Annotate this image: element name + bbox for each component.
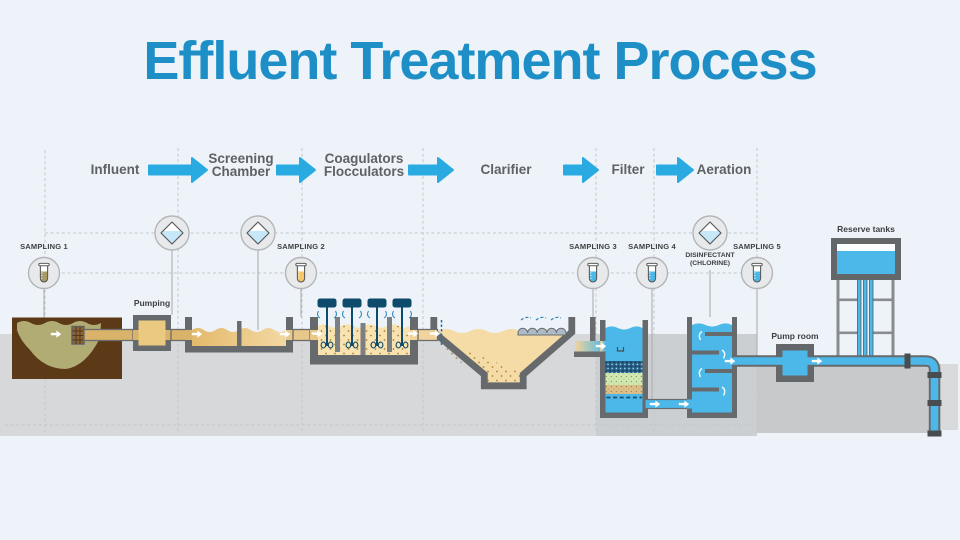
underdrain-mark bbox=[616, 347, 625, 352]
sampling-1-label: SAMPLING 1 bbox=[20, 242, 68, 251]
sampling-3-icon bbox=[576, 256, 610, 290]
stage-label-influent: Influent bbox=[90, 162, 140, 177]
stage-label-aeration: Aeration bbox=[696, 162, 752, 177]
intake-pipe bbox=[83, 328, 134, 342]
pump-room-label: Pump room bbox=[771, 331, 819, 341]
disinfectant-beaker-icon bbox=[692, 215, 728, 251]
screening-chamber bbox=[185, 317, 311, 353]
clarifier-outlet-channel bbox=[574, 317, 606, 357]
sampling-1-icon bbox=[27, 256, 61, 290]
filter-media-layers bbox=[605, 361, 643, 399]
intake-screen-grate bbox=[71, 325, 85, 345]
stage-label-screening: Screening Chamber bbox=[208, 151, 274, 179]
scum-baffle bbox=[517, 316, 567, 336]
reserve-tanks-label: Reserve tanks bbox=[837, 224, 895, 234]
influent-pond bbox=[12, 317, 134, 379]
aeration-baffles bbox=[692, 332, 732, 392]
pump-room bbox=[776, 344, 814, 382]
sampling-2-label: SAMPLING 2 bbox=[277, 242, 325, 251]
screen-baffle bbox=[237, 321, 242, 346]
effluent-pipe bbox=[732, 353, 942, 437]
sampling-connectors bbox=[43, 250, 758, 400]
sampling-4-label: SAMPLING 4 bbox=[628, 242, 676, 251]
sampling-5-label: SAMPLING 5 bbox=[733, 242, 781, 251]
pumping-station bbox=[133, 315, 187, 351]
stage-label-coagulators: Coagulators Flocculators bbox=[323, 151, 405, 179]
sampling-4-icon bbox=[635, 256, 669, 290]
stage-label-clarifier: Clarifier bbox=[480, 162, 532, 177]
reserve-tank-tower bbox=[831, 238, 901, 364]
sampling-3-label: SAMPLING 3 bbox=[569, 242, 617, 251]
pumping-label: Pumping bbox=[133, 298, 171, 308]
stage-label-filter: Filter bbox=[611, 162, 645, 177]
disinfectant-label: DISINFECTANT (CHLORINE) bbox=[685, 252, 735, 267]
sampling-5-icon bbox=[740, 256, 774, 290]
filter-tank bbox=[600, 320, 691, 418]
sampling-2-icon bbox=[284, 256, 318, 290]
aeration-tank bbox=[687, 317, 737, 418]
clarifier-tank bbox=[417, 316, 606, 390]
sampling-icons bbox=[27, 215, 774, 290]
page-title: Effluent Treatment Process bbox=[143, 31, 817, 91]
dosing-beaker-icon bbox=[240, 215, 276, 251]
dosing-beaker-icon bbox=[154, 215, 190, 251]
coagulation-flocculation-tank bbox=[310, 297, 418, 365]
stage-arrows bbox=[148, 157, 694, 183]
